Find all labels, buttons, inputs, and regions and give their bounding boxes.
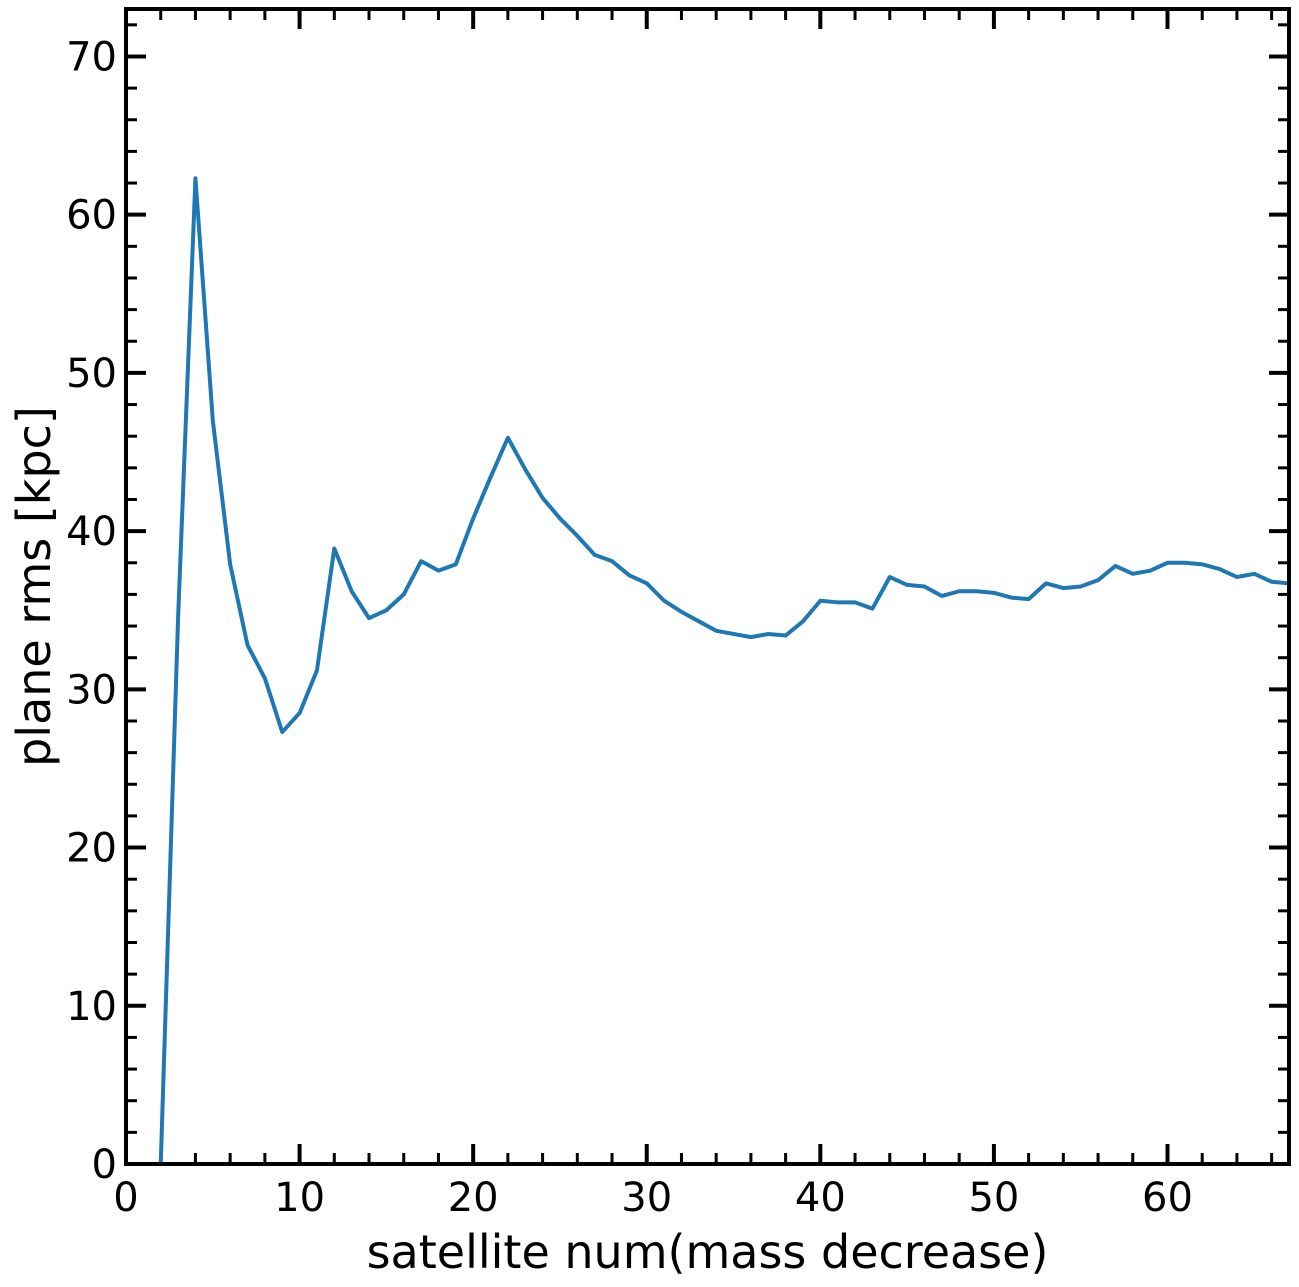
y-tick-label: 40 xyxy=(66,509,117,555)
y-tick-label: 30 xyxy=(66,667,117,713)
y-tick-label: 10 xyxy=(66,984,117,1030)
y-tick-label: 20 xyxy=(66,826,117,872)
x-tick-label: 60 xyxy=(1142,1175,1193,1221)
x-tick-label: 20 xyxy=(448,1175,499,1221)
x-tick-label: 50 xyxy=(968,1175,1019,1221)
series-line xyxy=(158,176,1290,1165)
x-tick-label: 30 xyxy=(621,1175,672,1221)
x-tick-label: 0 xyxy=(113,1175,138,1221)
axis-ticks xyxy=(124,9,1289,1166)
y-tick-label: 0 xyxy=(92,1142,117,1188)
x-tick-label: 10 xyxy=(274,1175,325,1221)
tick-labels: 0 10 20 30 40 50 60 0 10 20 30 40 50 60 70 xyxy=(66,34,1193,1221)
y-axis-label: plane rms [kpc] xyxy=(7,406,61,767)
plot-frame xyxy=(124,7,1291,1166)
x-axis-label: satellite num(mass decrease) xyxy=(367,1225,1049,1279)
y-tick-label: 70 xyxy=(66,34,117,80)
y-tick-label: 50 xyxy=(66,351,117,397)
y-tick-label: 60 xyxy=(66,193,117,239)
x-tick-label: 40 xyxy=(795,1175,846,1221)
